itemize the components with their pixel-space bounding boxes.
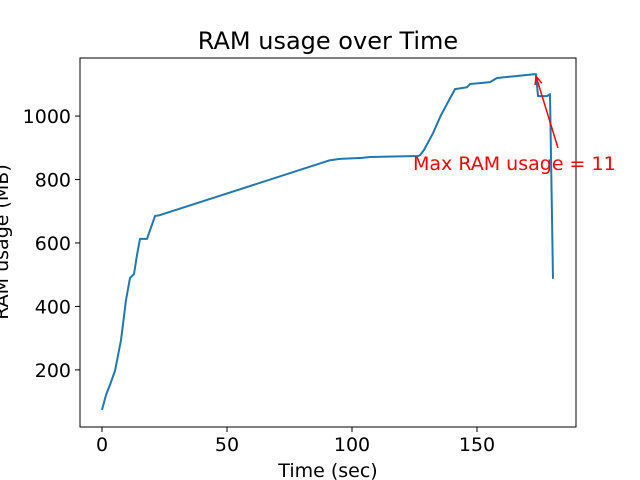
- annotation-text: Max RAM usage = 11: [413, 153, 616, 175]
- series-line: [101, 73, 554, 411]
- x-tick-label: 150: [459, 434, 495, 456]
- x-axis-label: Time (sec): [277, 460, 377, 480]
- x-tick-label: 100: [334, 434, 370, 456]
- y-axis-label: RAM usage (MB): [0, 164, 13, 320]
- plot-area: [101, 73, 554, 411]
- arrow-head: [534, 74, 543, 86]
- y-axis: 200 400 600 800 1000: [23, 106, 80, 382]
- y-tick-label: 400: [35, 296, 71, 318]
- x-axis: 0 50 100 150: [96, 427, 495, 456]
- max-annotation: Max RAM usage = 11: [413, 74, 616, 175]
- y-tick-label: 200: [35, 360, 71, 382]
- x-tick-label: 50: [215, 434, 239, 456]
- y-tick-label: 1000: [23, 106, 71, 128]
- chart-title: RAM usage over Time: [198, 27, 458, 55]
- y-tick-label: 800: [35, 170, 71, 192]
- y-tick-label: 600: [35, 233, 71, 255]
- plot-frame: [79, 57, 577, 428]
- annotation-arrow: [535, 75, 559, 149]
- x-tick-label: 0: [96, 434, 108, 456]
